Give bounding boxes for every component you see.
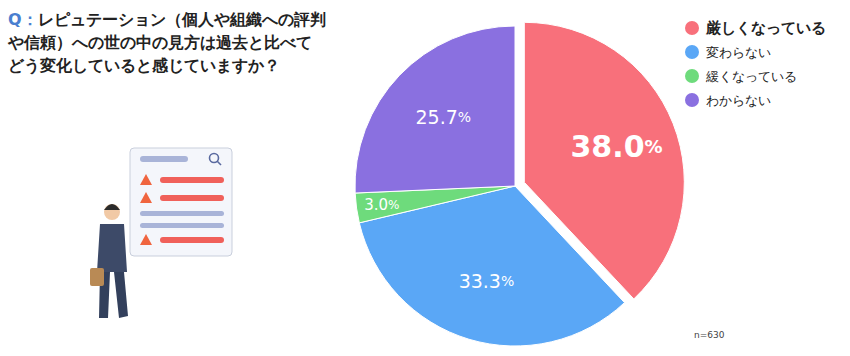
legend-label: わからない: [706, 93, 771, 108]
illustration: [90, 148, 232, 318]
legend-swatch: [685, 45, 699, 59]
pie: 38.0%33.3%3.0%25.7%: [355, 22, 684, 346]
data-label-number: 33.3: [459, 270, 501, 292]
legend-label: 厳しくなっている: [705, 19, 826, 37]
person-body: [97, 224, 127, 272]
search-bar: [140, 156, 188, 162]
legend-label: 変わらない: [706, 45, 771, 60]
bag: [90, 268, 104, 286]
warning-icon: [140, 192, 152, 203]
person-hair: [104, 204, 120, 210]
data-label: 25.7%: [416, 106, 472, 128]
annotation: n=630: [694, 330, 725, 340]
data-label: 33.3%: [459, 270, 515, 292]
person-head: [104, 204, 120, 220]
title: や信頼）への世の中の見方は過去と比べて: [7, 33, 312, 52]
slice: [359, 186, 624, 346]
warning-icon: [140, 174, 152, 185]
data-label-number: 3.0: [364, 196, 388, 214]
data-label: 38.0%: [570, 128, 662, 163]
legend-swatch: [685, 21, 699, 35]
legend-swatch: [685, 69, 699, 83]
legend: 厳しくなっている変わらない緩くなっているわからない: [685, 19, 826, 108]
data-label-number: 25.7: [416, 106, 458, 128]
title-line: レピュテーション（個人や組織への評判: [38, 10, 326, 29]
title-prefix: Q：: [8, 10, 38, 29]
slice: [355, 26, 515, 193]
panel: [130, 148, 232, 256]
data-label-number: 38.0: [570, 128, 644, 163]
result-bar: [140, 223, 224, 228]
data-label-unit: %: [645, 135, 663, 156]
result-bar: [160, 237, 224, 243]
legend-label: 緩くなっている: [705, 69, 797, 84]
result-bar: [140, 211, 224, 216]
data-label-unit: %: [388, 198, 399, 212]
result-bar: [160, 177, 224, 183]
data-label-unit: %: [501, 273, 514, 289]
result-bar: [160, 195, 224, 201]
title: Q：レピュテーション（個人や組織への評判: [8, 10, 326, 29]
legend-swatch: [685, 93, 699, 107]
search-icon: [217, 161, 221, 165]
chart: Q：レピュテーション（個人や組織への評判や信頼）への世の中の見方は過去と比べてど…: [0, 0, 850, 356]
warning-icon: [140, 234, 152, 245]
title: どう変化していると感じていますか？: [8, 56, 280, 75]
data-label-unit: %: [458, 109, 471, 125]
data-label: 3.0%: [364, 196, 399, 214]
